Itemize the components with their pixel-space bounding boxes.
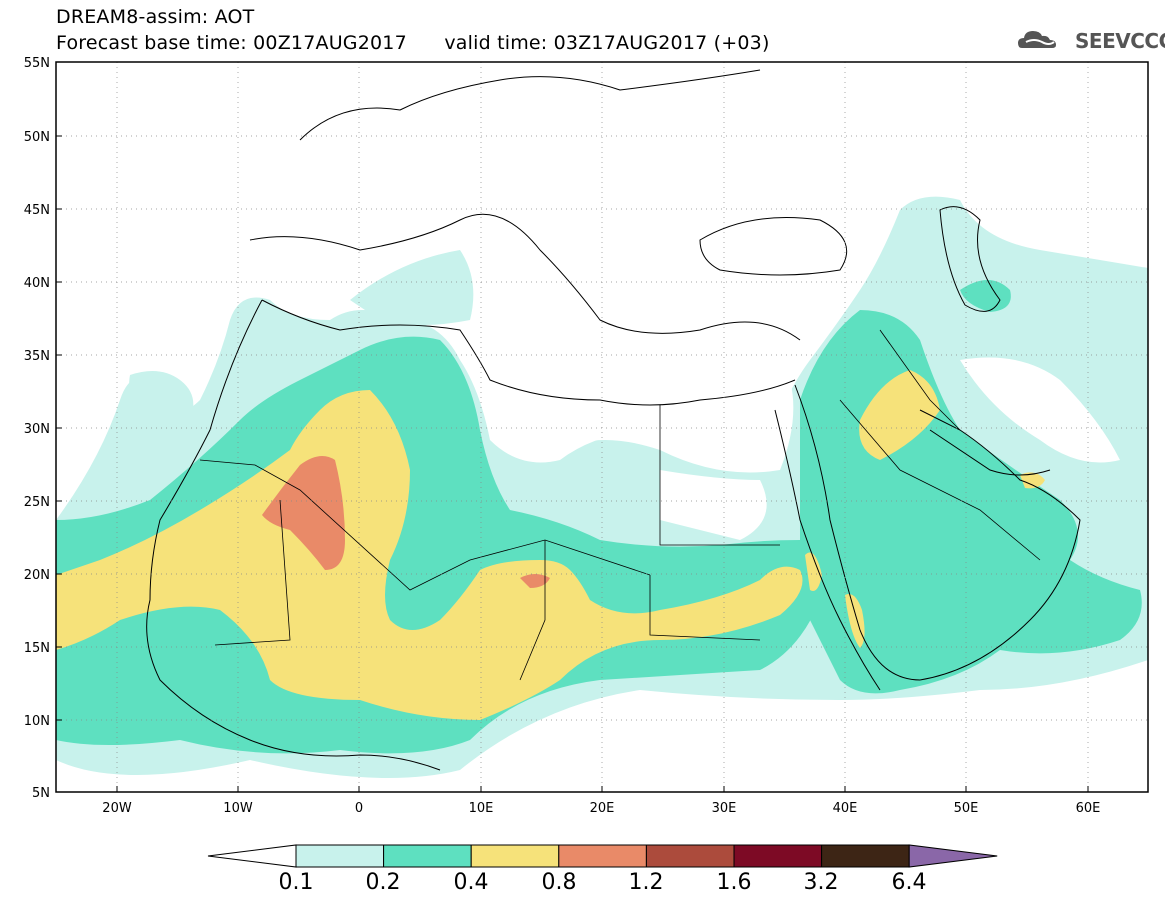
lat-tick-label: 40N [24, 276, 50, 291]
coast-black-sea [699, 217, 848, 276]
lat-tick-labels: 55N 50N 45N 40N 35N 30N 25N 20N 15N 10N … [24, 56, 50, 801]
lon-tick-labels: 20W 10W 0 10E 20E 30E 40E 50E 60E [102, 801, 1100, 816]
coast-persian-gulf [929, 429, 1051, 476]
coast-red-sea-west [774, 409, 881, 691]
colorbar-swatch [558, 844, 647, 868]
colorbar-swatch [733, 844, 823, 868]
borders [199, 329, 1041, 681]
border-libya-chad [519, 540, 546, 681]
gridlines [56, 62, 1148, 792]
aot-clear-area-iran [960, 357, 1120, 463]
colorbar-under-arrow [207, 844, 297, 868]
colorbar-label: 6.4 [891, 870, 927, 895]
map-subtitle-base-time: Forecast base time: 00Z17AUG2017 valid t… [56, 32, 770, 54]
border-sahara-2 [214, 499, 291, 646]
lat-tick-label: 15N [24, 641, 50, 656]
lat-tick-label: 35N [24, 349, 50, 364]
lon-tick-label: 30E [712, 801, 737, 816]
aot-level-0-2-west-coast [56, 640, 120, 694]
aot-level-0-8-hotspot [262, 456, 345, 570]
border-egypt [659, 405, 780, 546]
lon-tick-label: 20E [590, 801, 615, 816]
lat-tick-label: 55N [24, 56, 50, 71]
colorbar-label: 0.8 [541, 870, 577, 895]
lat-tick-label: 30N [24, 422, 50, 437]
lat-tick-label: 10N [24, 714, 50, 729]
coast-west-africa [146, 299, 441, 771]
lon-tick-label: 50E [954, 801, 979, 816]
aot-clear-area-arabia [660, 470, 767, 540]
lon-tick-label: 40E [833, 801, 858, 816]
colorbar-label: 1.6 [716, 870, 752, 895]
coast-europe-south [249, 213, 801, 341]
coast-caspian [939, 206, 1001, 312]
tick-marks [56, 61, 1089, 792]
colorbar-label: 3.2 [803, 870, 839, 895]
aot-level-0-4-red-sea [805, 552, 822, 591]
colorbar-swatch [645, 844, 735, 868]
map-title: DREAM8-assim: AOT [56, 6, 255, 28]
aot-level-0-4-iraq [859, 370, 940, 460]
colorbar-swatch [295, 844, 385, 868]
valid-time-label: valid time: 03Z17AUG2017 (+03) [444, 32, 770, 54]
aot-level-0-1-med [350, 250, 474, 325]
coast-europe-north [299, 69, 761, 141]
aot-level-0-2-africa [56, 336, 820, 754]
lat-tick-label: 45N [24, 203, 50, 218]
base-time-label: Forecast base time: 00Z17AUG2017 [56, 32, 407, 54]
lon-tick-label: 10E [469, 801, 494, 816]
aot-clear-area-east-med [488, 340, 794, 473]
colorbar-label: 1.2 [628, 870, 664, 895]
border-arabia [839, 399, 1041, 561]
cloud-icon [1018, 31, 1056, 48]
coast-red-sea-east [794, 384, 921, 681]
lat-tick-label: 25N [24, 495, 50, 510]
coastlines [146, 69, 1081, 771]
colorbar-swatch [383, 844, 472, 868]
colorbar-label: 0.2 [365, 870, 401, 895]
lon-tick-label: 60E [1076, 801, 1101, 816]
aot-level-0-1-west-blob [129, 371, 194, 424]
border-iraq-iran [879, 329, 961, 431]
coast-north-africa [261, 299, 796, 406]
lat-tick-label: 5N [32, 786, 50, 801]
aot-level-0-8-chad [520, 574, 550, 588]
aot-level-0-4-gulf [1020, 472, 1045, 489]
colorbar-over-arrow [908, 844, 998, 868]
colorbar-swatch [470, 844, 560, 868]
colorbar-label: 0.4 [453, 870, 489, 895]
colorbar-swatch [821, 844, 910, 868]
colorbar [207, 844, 998, 868]
colorbar-label: 0.1 [278, 870, 314, 895]
logo-text: SEEVCCC [1075, 29, 1165, 53]
lon-tick-label: 20W [102, 801, 132, 816]
lon-tick-label: 10W [223, 801, 253, 816]
aot-level-0-4-eritrea [845, 594, 865, 648]
border-sudan [649, 575, 761, 641]
lat-tick-label: 20N [24, 568, 50, 583]
aot-level-0-4-sahara [56, 390, 803, 720]
lon-tick-label: 0 [355, 801, 363, 816]
lat-tick-label: 50N [24, 130, 50, 145]
